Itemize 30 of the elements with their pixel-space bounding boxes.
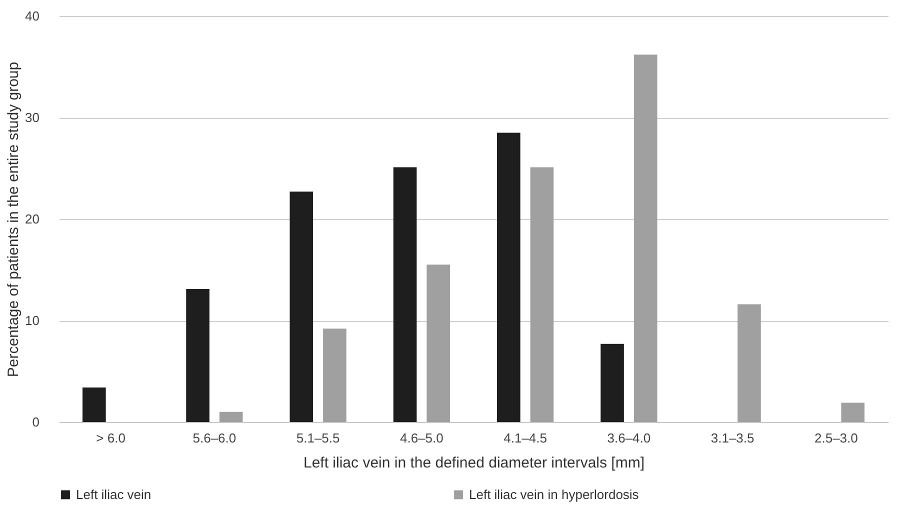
bar <box>426 264 450 422</box>
x-axis-title: Left iliac vein in the defined diameter intervals [mm] <box>304 454 644 472</box>
bar <box>323 328 346 422</box>
x-tick-label: 5.1–5.5 <box>296 430 340 446</box>
y-axis-title: Percentage of patients in the entire study group <box>5 62 22 378</box>
x-tick-label: 2.5–3.0 <box>814 430 858 446</box>
x-tick-label: 3.6–4.0 <box>607 430 651 446</box>
y-tick-label: 20 <box>25 212 40 226</box>
legend-label: Left iliac vein in hyperlordosis <box>469 486 640 502</box>
x-tick-label: 5.6–6.0 <box>192 430 236 446</box>
y-tick-label: 0 <box>32 414 40 430</box>
bar <box>497 132 520 422</box>
x-tick-label: > 6.0 <box>96 430 126 446</box>
x-tick-label: 4.6–5.0 <box>400 430 444 446</box>
bar <box>600 344 624 422</box>
bar <box>841 402 864 422</box>
bar <box>219 412 243 422</box>
bar <box>290 192 314 422</box>
bar <box>530 167 554 422</box>
y-tick-label: 30 <box>25 110 40 125</box>
bar <box>186 289 210 422</box>
x-tick-label: 3.1–3.5 <box>710 430 754 446</box>
x-tick-label: 4.1–4.5 <box>504 430 547 446</box>
bar <box>393 167 417 422</box>
y-tick-label: 10 <box>25 313 40 328</box>
legend-label: Left iliac vein <box>76 486 152 502</box>
y-tick-label: 40 <box>25 8 40 24</box>
bar <box>82 387 106 422</box>
bar <box>738 304 761 422</box>
bar <box>634 54 658 422</box>
